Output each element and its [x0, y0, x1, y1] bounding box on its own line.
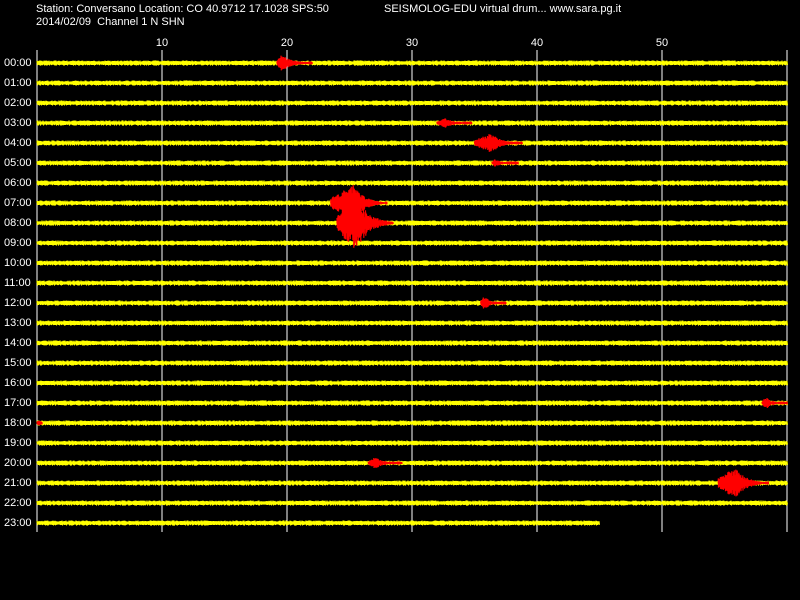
hour-row-label: 19:00: [4, 437, 32, 449]
seismic-event-trace: [36, 420, 43, 426]
hour-row-label: 00:00: [4, 57, 32, 69]
trace-line: [36, 420, 788, 426]
trace-line: [36, 100, 788, 106]
trace-line: [36, 380, 788, 386]
hour-row-label: 22:00: [4, 497, 32, 509]
seismic-event-trace: [276, 55, 313, 71]
trace-line: [36, 320, 788, 326]
hour-row-label: 23:00: [4, 517, 32, 529]
hour-row-label: 21:00: [4, 477, 32, 489]
hour-row-label: 13:00: [4, 317, 32, 329]
seismic-event-trace: [480, 297, 507, 309]
trace-line: [36, 260, 788, 266]
minute-tick-label: 10: [155, 37, 169, 49]
minute-tick-label: 40: [530, 37, 544, 49]
trace-line: [36, 300, 788, 306]
seismic-event-trace: [473, 134, 523, 152]
trace-line: [36, 80, 788, 86]
hour-row-label: 12:00: [4, 297, 32, 309]
app-title: SEISMOLOG-EDU virtual drum... www.sara.p…: [384, 3, 622, 15]
minute-tick-label: 30: [405, 37, 419, 49]
hour-row-label: 18:00: [4, 417, 32, 429]
hour-row-label: 04:00: [4, 137, 32, 149]
hour-row-label: 11:00: [4, 277, 31, 289]
seismic-event-trace: [761, 397, 788, 409]
trace-line: [36, 60, 788, 66]
trace-line: [36, 460, 788, 466]
station-info: Station: Conversano Location: CO 40.9712…: [36, 3, 329, 15]
trace-line: [36, 240, 788, 246]
hour-row-label: 20:00: [4, 457, 32, 469]
date-channel-info: 2014/02/09 Channel 1 N SHN: [36, 16, 185, 28]
seismic-event-trace: [367, 457, 403, 469]
hour-row-label: 01:00: [4, 77, 32, 89]
trace-line: [36, 500, 788, 506]
minute-tick-label: 20: [280, 37, 294, 49]
hour-row-label: 16:00: [4, 377, 32, 389]
hour-row-label: 09:00: [4, 237, 32, 249]
seismic-event-trace: [436, 118, 473, 128]
hour-row-label: 03:00: [4, 117, 32, 129]
trace-line: [36, 280, 788, 286]
trace-line: [36, 120, 788, 126]
trace-line: [36, 480, 788, 486]
seismic-event-trace: [717, 469, 770, 497]
hour-row-label: 08:00: [4, 217, 32, 229]
trace-line: [36, 200, 788, 206]
trace-line: [36, 400, 788, 406]
trace-line: [36, 140, 788, 146]
seismic-event-trace: [491, 159, 519, 167]
minute-tick-label: 50: [655, 37, 669, 49]
trace-line: [36, 440, 788, 446]
trace-line: [36, 340, 788, 346]
hour-row-label: 05:00: [4, 157, 32, 169]
seismic-event-trace: [330, 185, 388, 221]
trace-line: [36, 160, 788, 166]
trace-line: [36, 220, 788, 226]
hour-row-label: 07:00: [4, 197, 32, 209]
hour-row-label: 15:00: [4, 357, 32, 369]
hour-row-label: 14:00: [4, 337, 32, 349]
trace-line: [36, 360, 788, 366]
trace-line: [36, 180, 788, 186]
trace-line: [36, 520, 600, 526]
seismic-event-trace: [336, 198, 394, 248]
hour-row-label: 10:00: [4, 257, 32, 269]
hour-row-label: 02:00: [4, 97, 32, 109]
hour-row-label: 17:00: [4, 397, 32, 409]
hour-row-label: 06:00: [4, 177, 32, 189]
